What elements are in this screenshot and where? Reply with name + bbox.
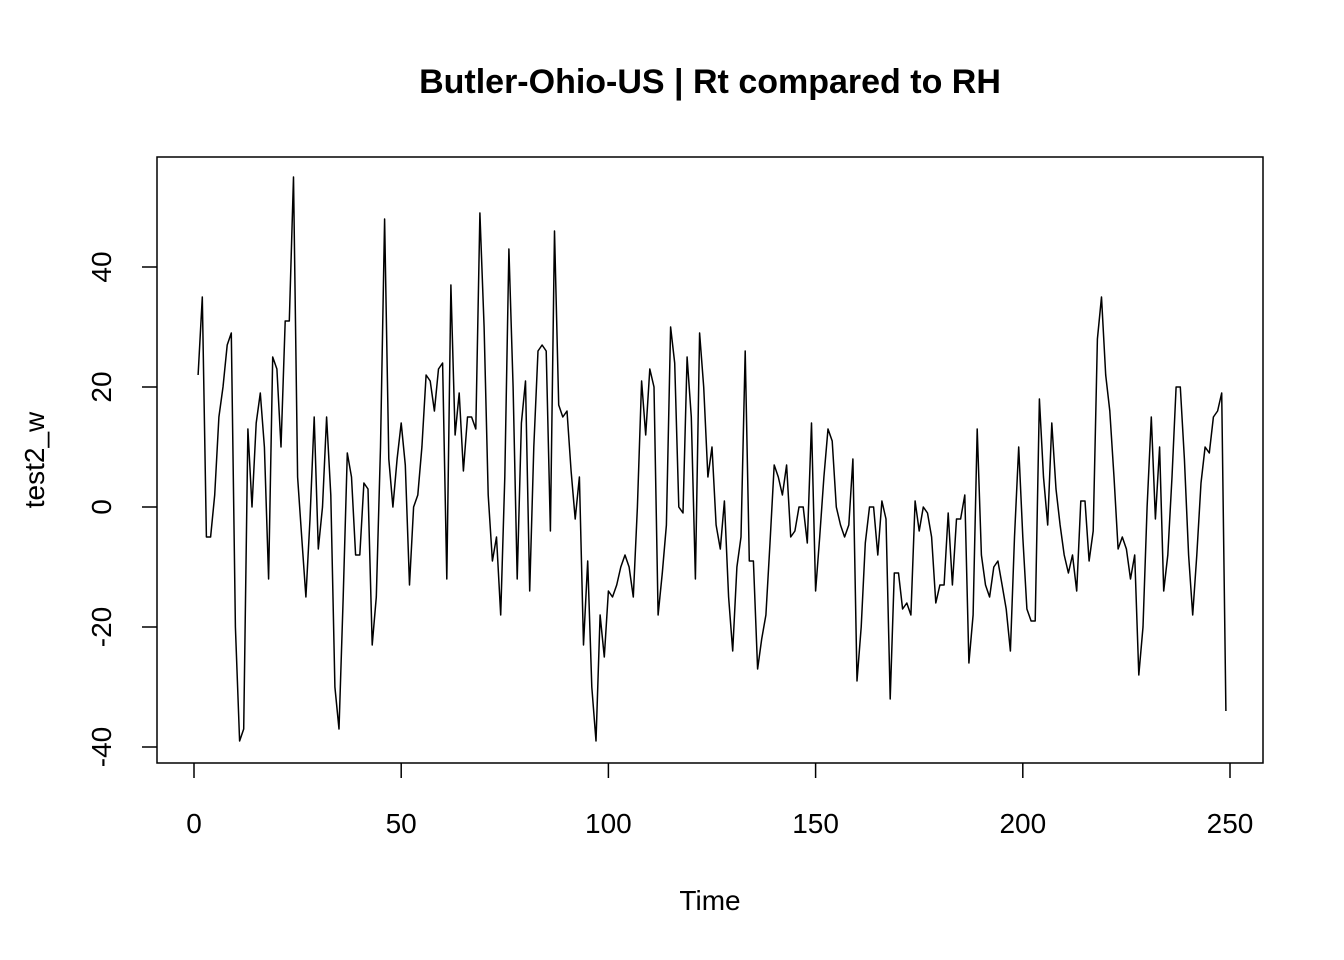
plot-frame: [156, 156, 1264, 764]
y-tick-label: 0: [86, 499, 117, 515]
x-axis-label: Time: [679, 885, 740, 916]
x-axis: 0 50 100 150 200 250: [186, 763, 1253, 839]
x-tick-label: 100: [585, 808, 632, 839]
y-tick-label: 40: [86, 251, 117, 282]
y-axis-label: test2_w: [19, 411, 50, 508]
y-tick-label: -20: [86, 607, 117, 647]
x-tick-label: 50: [386, 808, 417, 839]
series-line: [197, 176, 1227, 742]
x-tick-label: 150: [792, 808, 839, 839]
y-tick-label: 20: [86, 371, 117, 402]
chart-title: Butler-Ohio-US | Rt compared to RH: [419, 63, 1001, 101]
x-tick-label: 250: [1207, 808, 1254, 839]
y-tick-label: -40: [86, 727, 117, 767]
x-tick-label: 200: [999, 808, 1046, 839]
x-tick-label: 0: [186, 808, 202, 839]
y-axis: -40 -20 0 20 40: [86, 251, 157, 767]
